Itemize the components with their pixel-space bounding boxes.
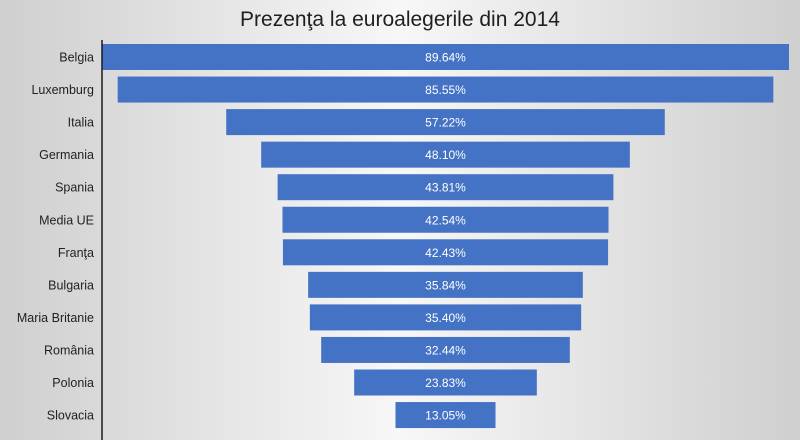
bars-layer: Belgia 89.64% Luxemburg 85.55% Italia 57.22% G… [17, 44, 789, 429]
bar-germania [261, 141, 630, 168]
value-label: 35.84% [425, 278, 466, 292]
value-label: 42.43% [425, 246, 466, 260]
category-label: Media UE [39, 213, 94, 227]
bar-italia [226, 109, 665, 136]
category-label: Maria Britanie [17, 311, 94, 325]
category-label: Belgia [59, 51, 94, 65]
category-label: Polonia [52, 376, 94, 390]
value-label: 85.55% [425, 83, 466, 97]
bar-bulgaria [308, 271, 583, 298]
value-label: 32.44% [425, 343, 466, 357]
bar-belgia [102, 44, 789, 70]
category-label: Bulgaria [48, 278, 94, 292]
value-label: 13.05% [425, 409, 466, 423]
category-label: Luxemburg [31, 83, 94, 97]
chart-title: Prezenţa la euroalegerile din 2014 [240, 8, 560, 31]
value-label: 89.64% [425, 51, 466, 65]
category-label: Italia [68, 116, 94, 130]
value-label: 35.40% [425, 311, 466, 325]
bar-franţa [282, 239, 609, 266]
bar-spania [277, 174, 614, 201]
bar-românia [321, 336, 570, 363]
bar-slovacia [395, 402, 496, 429]
bar-luxemburg [117, 76, 774, 103]
value-label: 48.10% [425, 148, 466, 162]
value-label: 43.81% [425, 181, 466, 195]
bar-maria-britanie [309, 304, 582, 331]
category-label: Slovacia [47, 409, 94, 423]
bar-media-ue [282, 206, 609, 233]
value-label: 42.54% [425, 213, 466, 227]
category-label: România [44, 343, 94, 357]
category-label: Franţa [58, 246, 94, 260]
category-label: Germania [39, 148, 94, 162]
bar-polonia [354, 369, 537, 396]
value-label: 57.22% [425, 116, 466, 130]
category-label: Spania [55, 181, 94, 195]
value-label: 23.83% [425, 376, 466, 390]
